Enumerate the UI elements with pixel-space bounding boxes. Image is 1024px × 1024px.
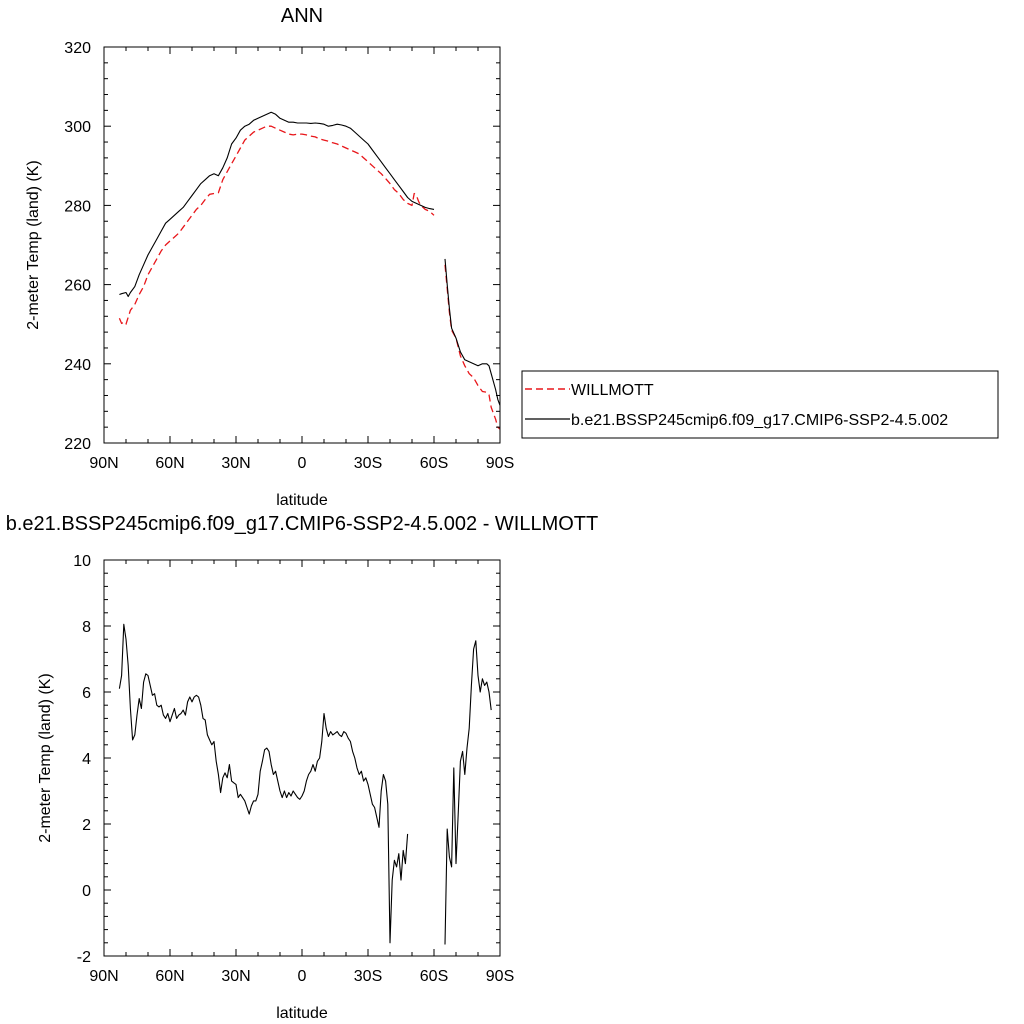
series-line-difference xyxy=(444,640,492,945)
x-tick-label: 60S xyxy=(420,968,448,985)
y-tick-label: 220 xyxy=(64,436,91,453)
difference-panel: b.e21.BSSP245cmip6.f09_g17.CMIP6-SSP2-4.… xyxy=(6,513,599,1022)
series-line-willmott xyxy=(118,125,435,325)
x-tick-label: 90N xyxy=(89,455,118,472)
y-axis-label: 2-meter Temp (land) (K) xyxy=(25,160,42,330)
legend-label-willmott: WILLMOTT xyxy=(571,382,654,399)
x-tick-label: 0 xyxy=(298,455,307,472)
y-tick-label: 260 xyxy=(64,278,91,295)
y-tick-label: 8 xyxy=(82,619,91,636)
x-axis-label: latitude xyxy=(276,492,328,509)
x-tick-label: 30S xyxy=(354,455,382,472)
y-tick-label: 240 xyxy=(64,357,91,374)
x-tick-label: 90N xyxy=(89,968,118,985)
series-line-b-e21-bssp245cmip6-f09-g17-cmip6-ssp2-4-5-002 xyxy=(444,258,501,406)
panel-title: ANN xyxy=(281,5,323,27)
y-tick-label: 4 xyxy=(82,751,91,768)
x-tick-label: 30N xyxy=(221,455,250,472)
panel-title: b.e21.BSSP245cmip6.f09_g17.CMIP6-SSP2-4.… xyxy=(6,513,599,535)
x-tick-label: 60N xyxy=(155,968,184,985)
plot-frame xyxy=(103,559,501,957)
y-tick-label: 300 xyxy=(64,119,91,136)
x-axis-label: latitude xyxy=(276,1005,328,1022)
y-axis-label: 2-meter Temp (land) (K) xyxy=(37,673,54,843)
x-tick-label: 30N xyxy=(221,968,250,985)
x-tick-label: 60N xyxy=(155,455,184,472)
x-tick-label: 0 xyxy=(298,968,307,985)
y-tick-label: 280 xyxy=(64,198,91,215)
x-tick-label: 90S xyxy=(486,968,514,985)
legend-label-model: b.e21.BSSP245cmip6.f09_g17.CMIP6-SSP2-4.… xyxy=(571,412,948,429)
y-tick-label: 0 xyxy=(82,883,91,900)
plot-frame xyxy=(103,46,501,444)
y-tick-label: -2 xyxy=(77,949,91,966)
y-tick-label: 2 xyxy=(82,817,91,834)
series-line-willmott xyxy=(444,264,501,430)
y-tick-label: 10 xyxy=(73,553,91,570)
y-tick-label: 320 xyxy=(64,40,91,57)
series-line-difference xyxy=(118,623,409,944)
x-tick-label: 60S xyxy=(420,455,448,472)
legend-box xyxy=(521,370,999,439)
legend: WILLMOTT b.e21.BSSP245cmip6.f09_g17.CMIP… xyxy=(521,370,999,439)
temperature-panel: ANN latitude 2-meter Temp (land) (K) 90N… xyxy=(25,5,514,509)
y-tick-label: 6 xyxy=(82,685,91,702)
series-line-b-e21-bssp245cmip6-f09-g17-cmip6-ssp2-4-5-002 xyxy=(119,111,435,298)
x-tick-label: 30S xyxy=(354,968,382,985)
x-tick-label: 90S xyxy=(486,455,514,472)
